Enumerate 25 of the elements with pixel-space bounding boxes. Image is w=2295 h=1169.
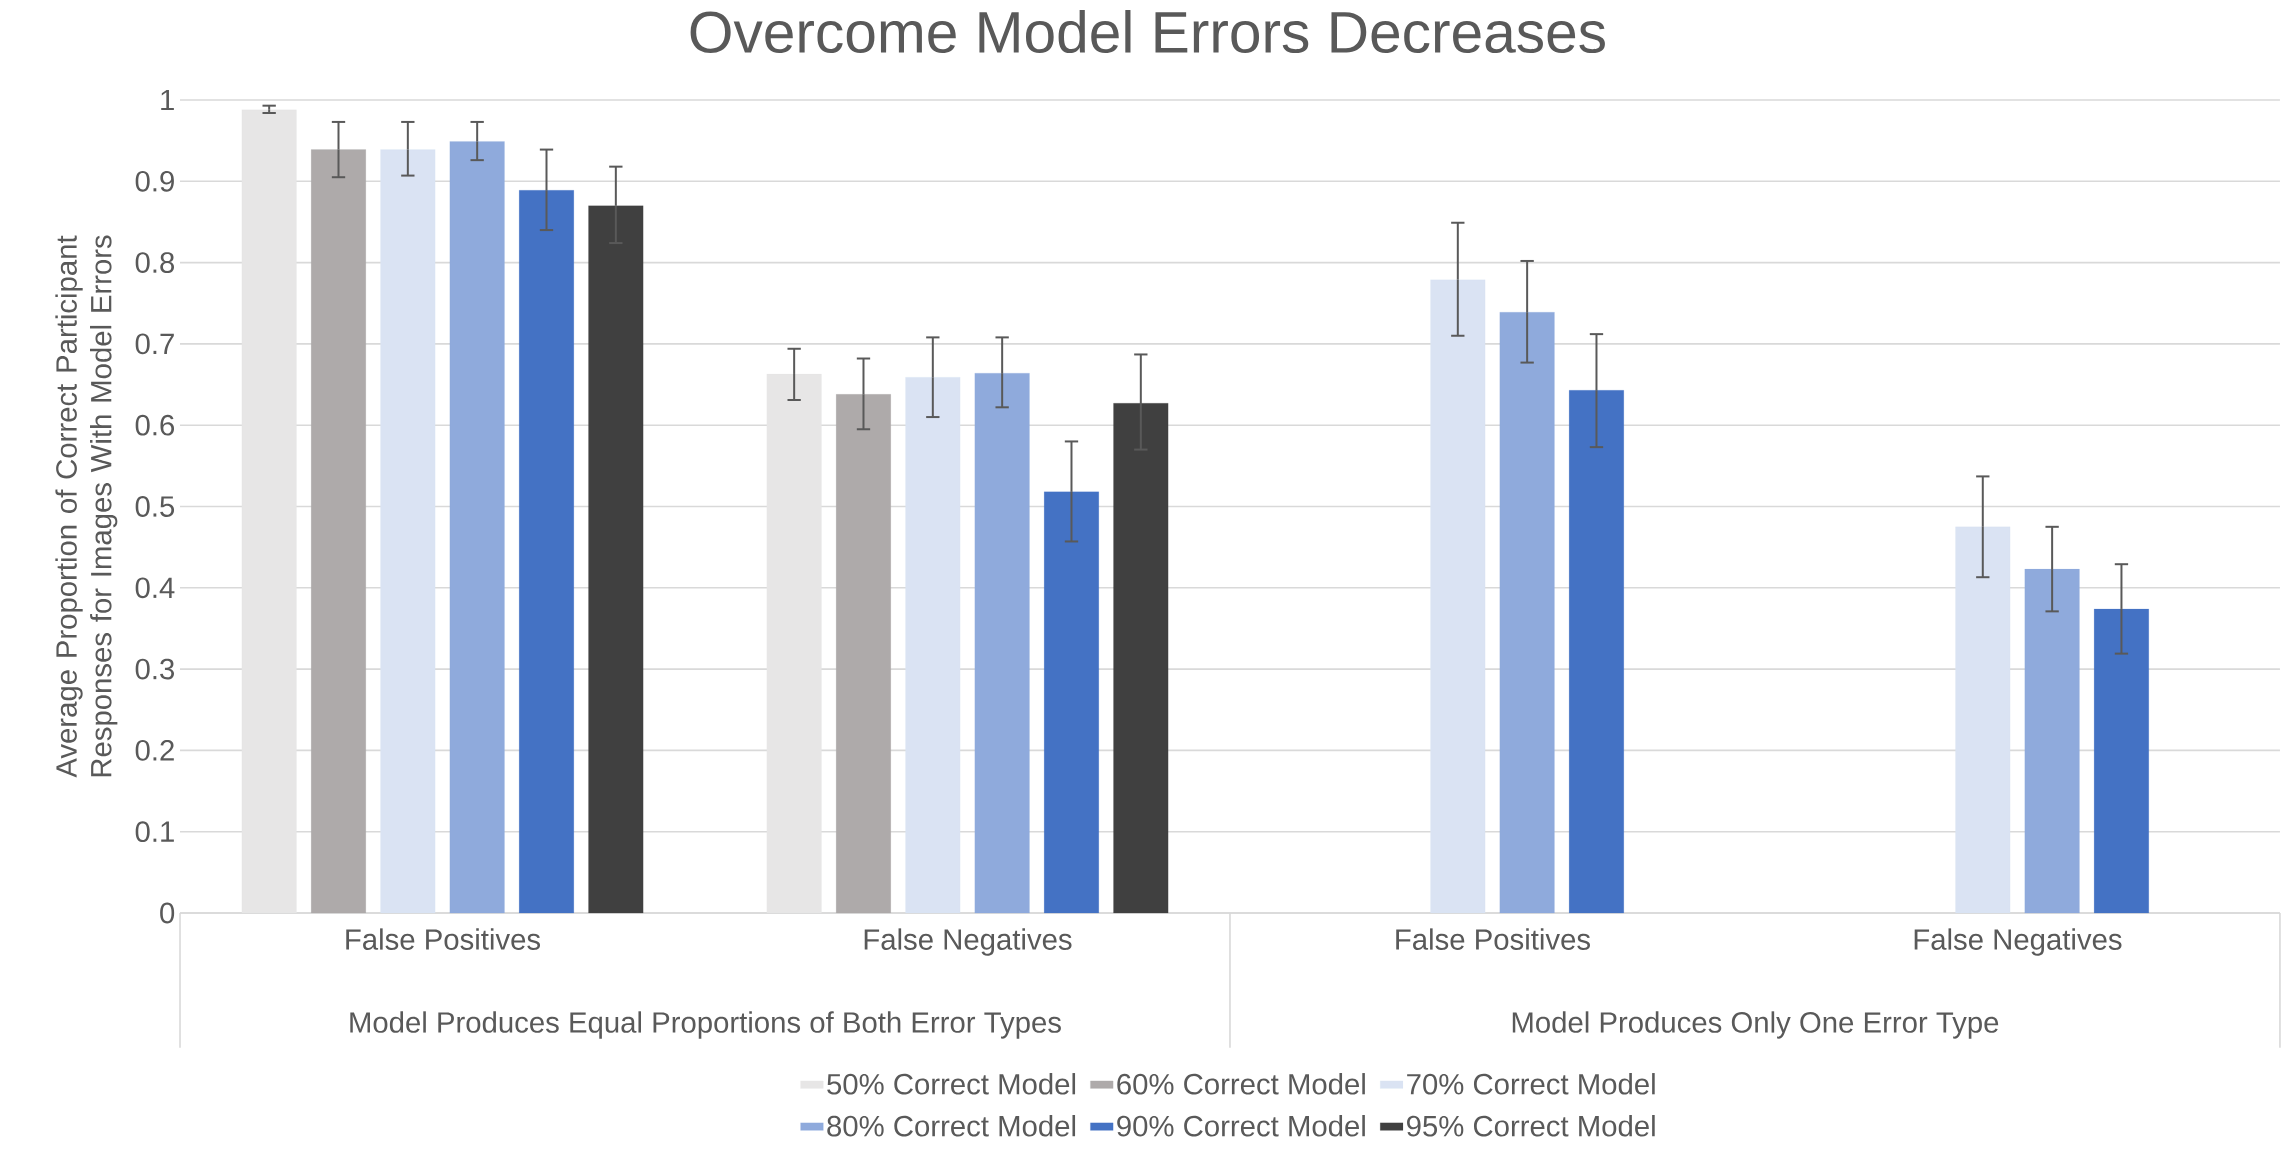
y-tick-label: 0.9 [135,170,174,192]
legend-label: 80% Correct Model [827,1114,1076,1137]
y-tick-label: 1 [161,89,174,111]
x-tick-label: False Negatives [1914,928,2122,956]
x-tick-label: False Positives [346,928,541,950]
y-tick-label: 0.2 [135,739,174,761]
y-tick-label: 0.3 [135,658,175,680]
y-tick-label: 0.8 [135,252,175,273]
text: Model Produces Only One Error Type [1512,1011,1999,1039]
y-tick-label: 0.4 [135,577,175,599]
legend-label: 50% Correct Model [827,1073,1076,1095]
x-tick-label: False Positives [1396,928,1590,950]
legend-label: 60% Correct Model [1117,1073,1365,1095]
y-tick-label: 0.6 [135,414,175,436]
y-tick-label: 0 [160,902,175,924]
legend-label: 95% Correct Model [1407,1114,1655,1137]
y-axis-title: Average Proportion of Correct Participant Responses for Images With Model Errors [55,235,118,778]
y-tick-label: 0.1 [135,821,174,843]
legend-label: 90% Correct Model [1117,1114,1365,1137]
x-tick-label: False Negatives [864,928,1072,956]
chart-title: Overcome Model Errors Decreases [690,10,1605,54]
y-tick-label: 0.7 [135,333,174,355]
legend-label: 70% Correct Model [1407,1073,1655,1095]
y-tick-label: 0.5 [135,496,175,517]
text: Model Produces Equal Proportions of Both Error Types [350,1011,1061,1039]
